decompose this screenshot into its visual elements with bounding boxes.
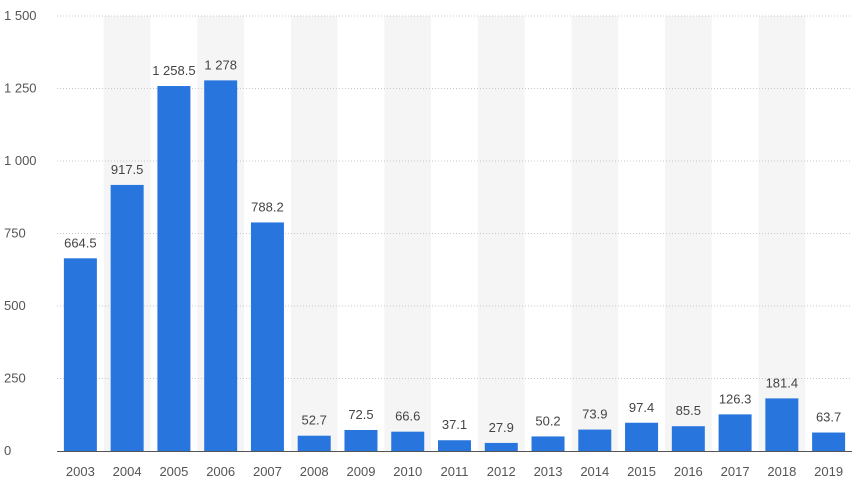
bar (484, 442, 518, 451)
bar (157, 86, 191, 451)
y-tick-label: 500 (4, 298, 26, 313)
y-tick-label: 0 (4, 443, 11, 458)
bar (344, 429, 378, 451)
bar (671, 426, 705, 451)
column-band (290, 16, 338, 451)
data-label: 37.1 (442, 417, 467, 432)
x-tick-label: 2016 (674, 464, 703, 479)
x-tick-label: 2005 (159, 464, 188, 479)
data-label: 1 278 (204, 57, 237, 72)
data-label: 72.5 (348, 407, 373, 422)
data-label: 66.6 (395, 409, 420, 424)
x-tick-label: 2013 (534, 464, 563, 479)
bar (438, 440, 471, 451)
bar (531, 436, 565, 451)
x-tick-label: 2015 (627, 464, 656, 479)
data-label: 664.5 (64, 235, 97, 250)
x-tick-label: 2012 (487, 464, 516, 479)
x-tick-label: 2004 (113, 464, 142, 479)
data-label: 27.9 (489, 420, 514, 435)
x-tick-label: 2019 (814, 464, 843, 479)
data-label: 63.7 (816, 410, 841, 425)
x-tick-label: 2017 (721, 464, 750, 479)
x-tick-label: 2014 (580, 464, 609, 479)
bar (250, 222, 284, 451)
data-label: 1 258.5 (152, 63, 195, 78)
x-tick-label: 2018 (767, 464, 796, 479)
bar (625, 422, 659, 451)
bar (578, 429, 612, 451)
data-label: 788.2 (251, 199, 284, 214)
x-tick-label: 2010 (393, 464, 422, 479)
bar (63, 258, 97, 451)
column-band (664, 16, 712, 451)
data-label: 52.7 (302, 413, 327, 428)
x-axis: 2003 2004 2005 2006 2007 2008 2009 2010 2011 2012… (57, 451, 852, 479)
y-tick-label: 1 500 (4, 8, 37, 23)
data-label: 97.4 (629, 400, 654, 415)
bar (204, 80, 238, 451)
data-labels: 664.5 917.5 1 258.5 1 278 788.2 52.7 72.5 66.6 3… (64, 57, 841, 435)
data-label: 181.4 (766, 375, 799, 390)
x-tick-label: 2007 (253, 464, 282, 479)
x-tick-label: 2008 (300, 464, 329, 479)
data-label: 50.2 (535, 413, 560, 428)
data-label: 126.3 (719, 391, 752, 406)
data-label: 85.5 (676, 403, 701, 418)
bars (63, 80, 846, 452)
data-label: 917.5 (111, 162, 144, 177)
x-tick-label: 2011 (441, 464, 469, 479)
x-tick-label: 2006 (206, 464, 235, 479)
data-label: 73.9 (582, 407, 607, 422)
y-tick-label: 250 (4, 371, 26, 386)
bar (718, 414, 752, 451)
y-tick-label: 1 250 (4, 81, 37, 96)
column-band (384, 16, 432, 451)
bar (110, 184, 144, 452)
bar (391, 431, 425, 451)
x-tick-label: 2009 (347, 464, 376, 479)
bar (297, 435, 331, 451)
bar (765, 398, 799, 451)
y-tick-label: 750 (4, 226, 26, 241)
y-axis: 0 250 500 750 1 000 1 250 1 500 (4, 8, 37, 458)
x-tick-label: 2003 (66, 464, 95, 479)
column-band (758, 16, 806, 451)
bar (812, 432, 846, 451)
y-tick-label: 1 000 (4, 153, 37, 168)
